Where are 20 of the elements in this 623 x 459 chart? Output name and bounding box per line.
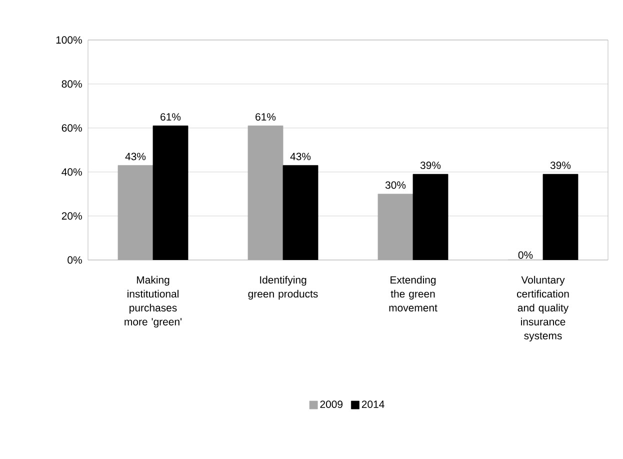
data-label: 30% <box>385 181 406 189</box>
y-tick-label: 80% <box>62 80 82 88</box>
data-label: 43% <box>125 152 146 160</box>
x-tick-label: Extending the green movement <box>389 276 438 312</box>
data-label: 0% <box>518 251 533 259</box>
y-tick-label: 0% <box>68 256 82 264</box>
x-tick-label: Identifying green products <box>248 276 318 300</box>
x-tick-label: Voluntary certification and quality insurance systems <box>516 276 569 342</box>
y-tick-label: 20% <box>62 212 82 220</box>
y-tick-label: 60% <box>62 124 82 132</box>
data-label: 39% <box>420 162 441 169</box>
y-tick-label: 100% <box>56 36 82 44</box>
legend-label: 2009 <box>320 400 343 408</box>
data-label: 61% <box>256 113 276 121</box>
data-label: 39% <box>550 162 571 169</box>
x-tick-label: Making institutional purchases more 'green' <box>124 276 182 328</box>
data-label: 43% <box>290 152 311 160</box>
legend-label: 2014 <box>362 400 384 408</box>
data-label: 61% <box>160 113 181 121</box>
y-tick-label: 40% <box>62 168 82 176</box>
